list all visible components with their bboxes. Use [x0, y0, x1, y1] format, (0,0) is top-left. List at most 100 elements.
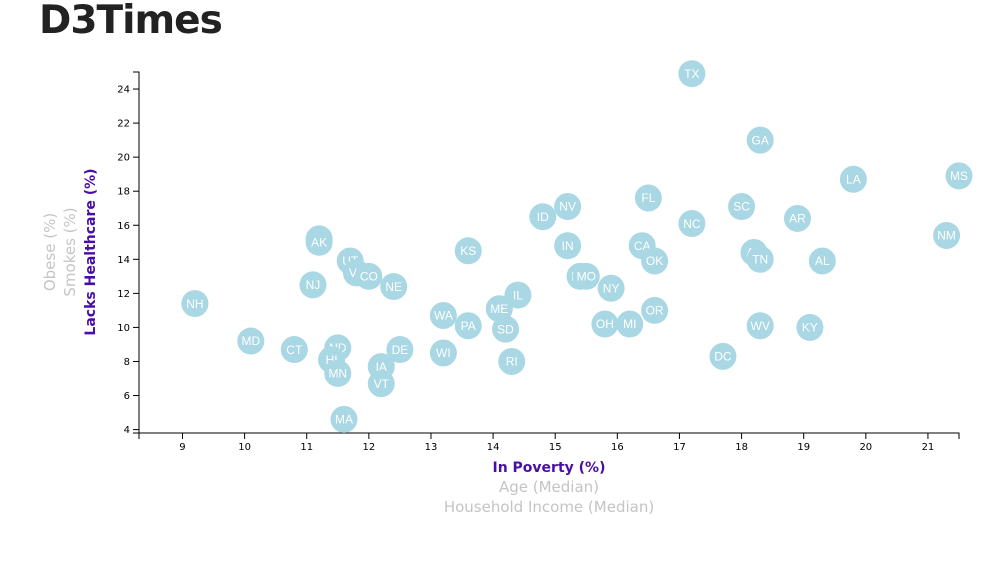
y-axis-title-smokes[interactable]: Smokes (%) [61, 207, 79, 296]
x-tick-label: 10 [238, 442, 251, 453]
state-point-ok[interactable]: OK [641, 247, 669, 275]
state-point-nv[interactable]: NV [554, 193, 582, 221]
state-point-nm[interactable]: NM [933, 221, 961, 249]
state-circle[interactable] [839, 165, 867, 193]
state-point-nc[interactable]: NC [678, 210, 706, 238]
state-point-ny[interactable]: NY [597, 274, 625, 302]
state-circle[interactable] [554, 232, 582, 260]
state-circle[interactable] [709, 342, 737, 370]
state-circle[interactable] [678, 210, 706, 238]
x-axis-title-age[interactable]: Age (Median) [499, 478, 599, 496]
y-axis-title-obese[interactable]: Obese (%) [41, 213, 59, 291]
state-point-mo[interactable]: MO [572, 262, 600, 290]
state-label: NV [559, 200, 576, 214]
state-point-or[interactable]: OR [641, 296, 669, 324]
state-point-wa[interactable]: WA [429, 302, 457, 330]
state-point-sc[interactable]: SC [728, 193, 756, 221]
state-label: AR [789, 212, 806, 226]
x-axis-title-income[interactable]: Household Income (Median) [444, 498, 654, 516]
state-circle[interactable] [529, 203, 557, 231]
state-circle[interactable] [572, 262, 600, 290]
state-point-ak[interactable]: AK [305, 228, 333, 256]
state-circle[interactable] [380, 273, 408, 301]
state-circle[interactable] [181, 290, 209, 318]
state-circle[interactable] [641, 296, 669, 324]
state-label: ME [490, 302, 508, 316]
state-point-la[interactable]: LA [839, 165, 867, 193]
state-circle[interactable] [492, 315, 520, 343]
state-point-sd[interactable]: SD [492, 315, 520, 343]
state-circle[interactable] [783, 204, 811, 232]
state-point-tn[interactable]: TN [746, 245, 774, 273]
state-point-dc[interactable]: DC [709, 342, 737, 370]
state-circle[interactable] [485, 295, 513, 323]
state-point-co[interactable]: CO [355, 262, 383, 290]
state-point-wv[interactable]: WV [746, 312, 774, 340]
x-axis-title-poverty[interactable]: In Poverty (%) [493, 460, 606, 476]
state-circle[interactable] [591, 310, 619, 338]
state-circle[interactable] [746, 245, 774, 273]
state-circle[interactable] [355, 262, 383, 290]
y-axis-title-healthcare[interactable]: Lacks Healthcare (%) [83, 168, 99, 335]
y-tick-label: 8 [124, 357, 130, 368]
state-circle[interactable] [597, 274, 625, 302]
state-circle[interactable] [678, 60, 706, 88]
state-point-in[interactable]: IN [554, 232, 582, 260]
state-point-il[interactable]: IL [504, 281, 532, 309]
state-point-ct[interactable]: CT [280, 336, 308, 364]
state-circle[interactable] [808, 247, 836, 275]
state-circle[interactable] [280, 336, 308, 364]
state-point-oh[interactable]: OH [591, 310, 619, 338]
state-circle[interactable] [728, 193, 756, 221]
state-circle[interactable] [386, 336, 414, 364]
state-circle[interactable] [429, 302, 457, 330]
state-circle[interactable] [324, 359, 352, 387]
y-tick-label: 16 [117, 221, 130, 232]
state-label: CO [360, 270, 378, 284]
state-circle[interactable] [367, 370, 395, 398]
state-circle[interactable] [945, 162, 973, 190]
state-circle[interactable] [305, 228, 333, 256]
state-point-ri[interactable]: RI [498, 347, 526, 375]
state-circle[interactable] [634, 184, 662, 212]
state-point-wi[interactable]: WI [429, 339, 457, 367]
x-tick-label: 19 [797, 442, 810, 453]
state-point-ga[interactable]: GA [746, 126, 774, 154]
state-point-fl[interactable]: FL [634, 184, 662, 212]
state-point-ma[interactable]: MA [330, 405, 358, 433]
state-circle[interactable] [933, 221, 961, 249]
state-circle[interactable] [429, 339, 457, 367]
state-point-id[interactable]: ID [529, 203, 557, 231]
state-point-tx[interactable]: TX [678, 60, 706, 88]
state-circle[interactable] [641, 247, 669, 275]
state-point-de[interactable]: DE [386, 336, 414, 364]
state-circle[interactable] [504, 281, 532, 309]
state-circle[interactable] [330, 405, 358, 433]
state-circle[interactable] [454, 237, 482, 265]
state-point-nj[interactable]: NJ [299, 271, 327, 299]
state-circle[interactable] [746, 312, 774, 340]
state-point-al[interactable]: AL [808, 247, 836, 275]
state-circle[interactable] [299, 271, 327, 299]
state-circle[interactable] [498, 347, 526, 375]
state-circle[interactable] [616, 310, 644, 338]
state-point-ky[interactable]: KY [796, 313, 824, 341]
state-circle[interactable] [796, 313, 824, 341]
state-point-ms[interactable]: MS [945, 162, 973, 190]
state-point-nh[interactable]: NH [181, 290, 209, 318]
state-point-md[interactable]: MD [237, 327, 265, 355]
state-point-me[interactable]: ME [485, 295, 513, 323]
state-point-mi[interactable]: MI [616, 310, 644, 338]
x-tick-label: 9 [179, 442, 185, 453]
state-label: MI [623, 317, 636, 331]
state-circle[interactable] [454, 312, 482, 340]
state-point-ne[interactable]: NE [380, 273, 408, 301]
state-circle[interactable] [554, 193, 582, 221]
state-point-ar[interactable]: AR [783, 204, 811, 232]
state-circle[interactable] [746, 126, 774, 154]
state-point-pa[interactable]: PA [454, 312, 482, 340]
state-point-mn[interactable]: MN [324, 359, 352, 387]
state-circle[interactable] [237, 327, 265, 355]
state-point-vt[interactable]: VT [367, 370, 395, 398]
state-point-ks[interactable]: KS [454, 237, 482, 265]
